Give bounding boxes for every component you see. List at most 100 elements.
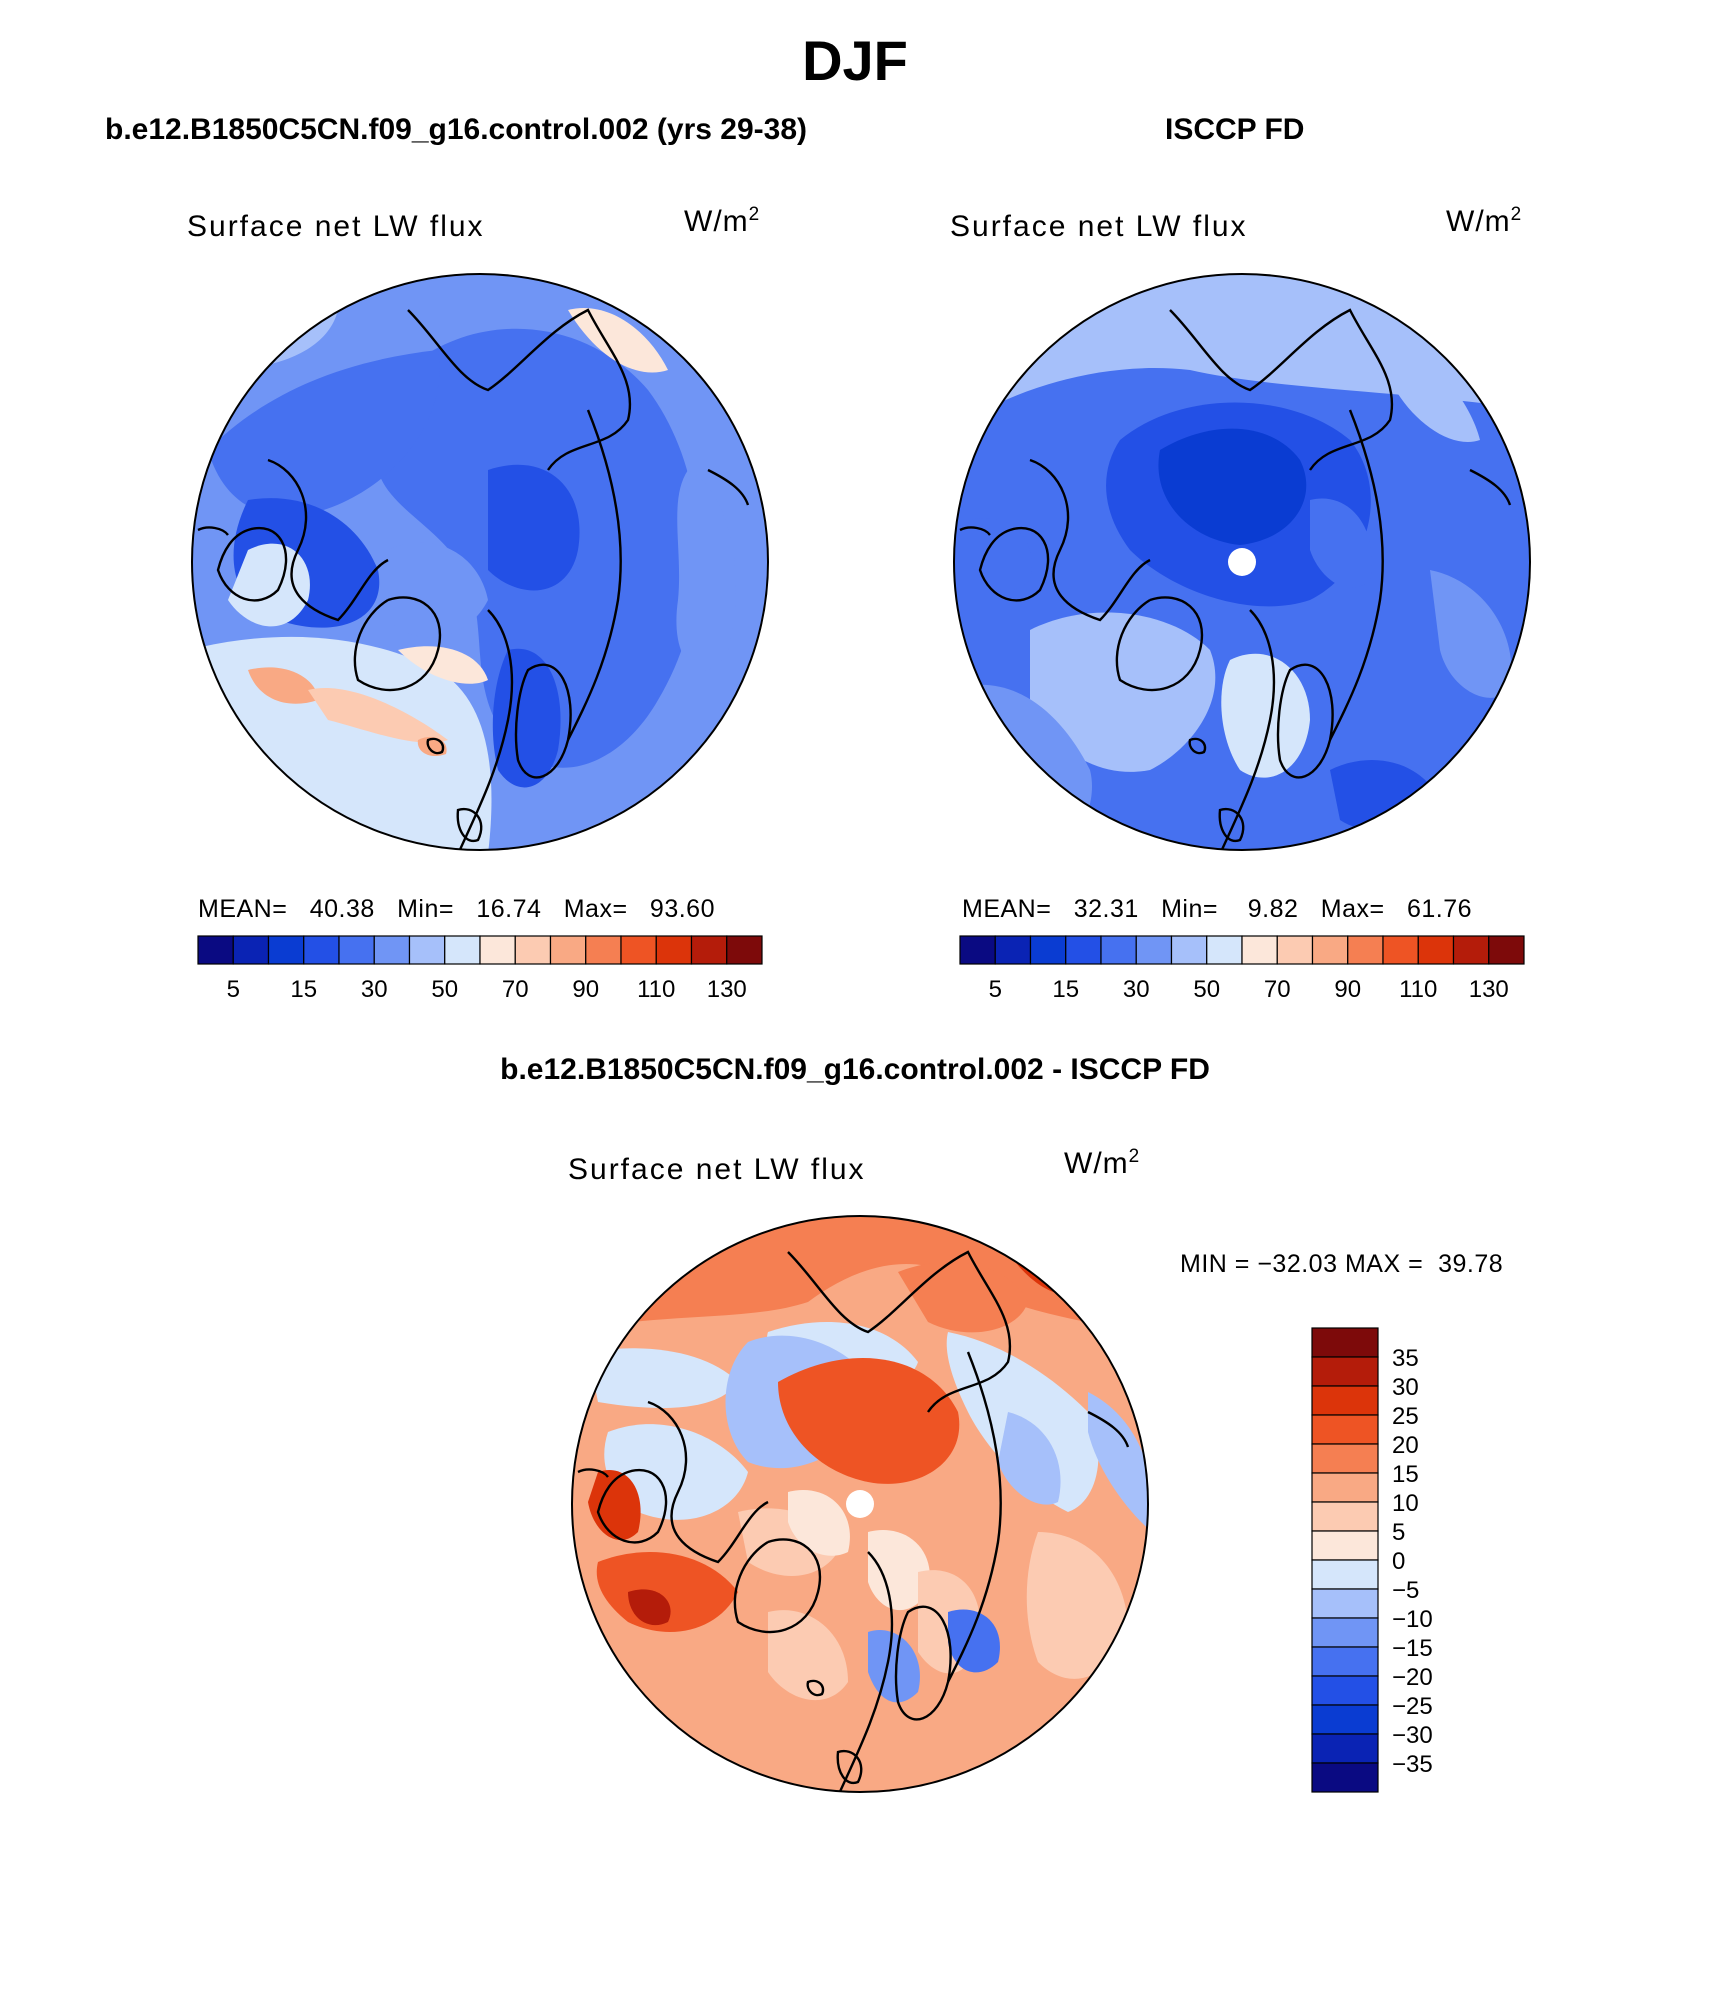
diff-colorbar-tick-label: −5: [1392, 1577, 1419, 1604]
obs-colorbar-tick-label: 130: [1469, 976, 1509, 1003]
diff-colorbar-tick-label: −25: [1392, 1693, 1433, 1720]
model-colorbar-bin: [267, 935, 305, 965]
diff-colorbar-tick-label: 15: [1392, 1461, 1419, 1488]
obs-colorbar-bin: [1276, 935, 1314, 965]
model-colorbar-bin: [514, 935, 552, 965]
obs-plot-title: Surface net LW flux: [950, 210, 1248, 243]
obs-colorbar-tick-label: 5: [989, 976, 1002, 1003]
diff-colorbar-tick-label: −15: [1392, 1635, 1433, 1662]
obs-colorbar-bin: [1488, 935, 1525, 965]
diff-colorbar-bin: [1311, 1530, 1379, 1561]
diff-colorbar-bin: [1311, 1762, 1379, 1793]
obs-coastlines: [959, 308, 1512, 850]
obs-colorbar-bin: [1065, 935, 1102, 965]
model-colorbar-bin: [408, 935, 446, 965]
diff-coastlines: [577, 1250, 1130, 1792]
model-panel-header: b.e12.B1850C5CN.f09_g16.control.002 (yrs…: [105, 113, 808, 146]
diff-colorbar-bin: [1311, 1472, 1379, 1503]
obs-colorbar-bin: [1452, 935, 1490, 965]
diff-colorbar-bin: [1311, 1327, 1379, 1358]
obs-panel-header: ISCCP FD: [1165, 113, 1305, 146]
obs-stats: MEAN= 32.31 Min= 9.82 Max= 61.76: [962, 895, 1473, 923]
obs-colorbar-bin: [1311, 935, 1349, 965]
obs-map-frame: [953, 273, 1531, 851]
model-colorbar-tick-label: 15: [290, 976, 317, 1003]
model-colorbar-bin: [444, 935, 481, 965]
obs-colorbar-bin: [1135, 935, 1173, 965]
obs-colorbar-bin: [1206, 935, 1243, 965]
diff-colorbar-tick-label: 0: [1392, 1548, 1405, 1575]
figure-title: DJF: [802, 29, 908, 92]
obs-colorbar-tick-label: 50: [1193, 976, 1220, 1003]
obs-units: W/m2: [1446, 204, 1523, 238]
diff-colorbar-tick-label: 10: [1392, 1490, 1419, 1517]
model-colorbar-bin: [303, 935, 340, 965]
obs-colorbar-tick-label: 90: [1334, 976, 1361, 1003]
obs-colorbar-bin: [1170, 935, 1208, 965]
diff-colorbar-bin: [1311, 1675, 1379, 1706]
diff-colorbar-tick-label: 30: [1392, 1374, 1419, 1401]
model-colorbar-tick-label: 130: [707, 976, 747, 1003]
obs-colorbar-bin: [1100, 935, 1137, 965]
diff-map-frame: [571, 1215, 1149, 1793]
model-colorbar-bin: [232, 935, 270, 965]
obs-colorbar-tick-label: 30: [1123, 976, 1150, 1003]
model-colorbar-tick-label: 5: [227, 976, 240, 1003]
model-colorbar-bin: [549, 935, 587, 965]
diff-stats: MIN = −32.03 MAX = 39.78: [1180, 1250, 1504, 1278]
model-stats: MEAN= 40.38 Min= 16.74 Max= 93.60: [198, 895, 715, 923]
model-colorbar-bin: [197, 935, 234, 965]
diff-colorbar-bin: [1311, 1356, 1379, 1387]
diff-colorbar-tick-label: 25: [1392, 1403, 1419, 1430]
diff-pole-hole: [846, 1490, 874, 1518]
obs-colorbar-tick-label: 70: [1264, 976, 1291, 1003]
model-coastlines: [197, 308, 750, 850]
diff-colorbar-bin: [1311, 1559, 1379, 1590]
model-plot-title: Surface net LW flux: [187, 210, 485, 243]
diff-colorbar-bin: [1311, 1501, 1379, 1532]
model-colorbar-bin: [690, 935, 728, 965]
diff-polar-map: [571, 1215, 1149, 1793]
diff-colorbar-bin: [1311, 1646, 1379, 1677]
model-colorbar-bin: [585, 935, 622, 965]
model-colorbar-bin: [620, 935, 657, 965]
obs-colorbar-bin: [994, 935, 1032, 965]
diff-colorbar-bin: [1311, 1617, 1379, 1648]
obs-polar-map: [953, 273, 1531, 851]
model-units: W/m2: [684, 204, 761, 238]
obs-colorbar-bin: [1029, 935, 1067, 965]
obs-colorbar-tick-label: 110: [1399, 976, 1437, 1003]
diff-colorbar-bin: [1311, 1443, 1379, 1474]
diff-colorbar-bin: [1311, 1588, 1379, 1619]
model-map-frame: [191, 273, 769, 851]
diff-colorbar-bin: [1311, 1704, 1379, 1735]
model-colorbar-tick-label: 50: [431, 976, 458, 1003]
diff-colorbar-tick-label: −35: [1392, 1751, 1433, 1778]
model-colorbar-tick-label: 90: [572, 976, 599, 1003]
obs-colorbar-tick-label: 15: [1052, 976, 1079, 1003]
model-colorbar-bin: [373, 935, 411, 965]
obs-colorbar: 5 15 30 50 70 90 110 130: [959, 935, 1525, 1003]
diff-panel-header: b.e12.B1850C5CN.f09_g16.control.002 - IS…: [500, 1053, 1210, 1086]
diff-colorbar-bin: [1311, 1385, 1379, 1416]
obs-colorbar-bin: [1347, 935, 1384, 965]
model-colorbar-tick-label: 30: [361, 976, 388, 1003]
diff-colorbar-bin: [1311, 1733, 1379, 1764]
model-colorbar-bin: [726, 935, 763, 965]
obs-pole-hole: [1228, 548, 1256, 576]
model-colorbar-bin: [655, 935, 693, 965]
model-colorbar-tick-label: 70: [502, 976, 529, 1003]
model-colorbar-bin: [479, 935, 516, 965]
model-polar-map: [191, 273, 769, 851]
diff-colorbar-tick-label: −10: [1392, 1606, 1433, 1633]
diff-colorbar-tick-label: 20: [1392, 1432, 1419, 1459]
diff-plot-title: Surface net LW flux: [568, 1153, 866, 1186]
obs-colorbar-bin: [1382, 935, 1419, 965]
obs-colorbar-bin: [959, 935, 996, 965]
diff-colorbar-tick-label: 35: [1392, 1345, 1419, 1372]
diff-colorbar-tick-label: −20: [1392, 1664, 1433, 1691]
diff-colorbar-bin: [1311, 1414, 1379, 1445]
obs-colorbar-bin: [1241, 935, 1278, 965]
model-colorbar: 5 15 30 50 70 90 110 130: [197, 935, 763, 1003]
